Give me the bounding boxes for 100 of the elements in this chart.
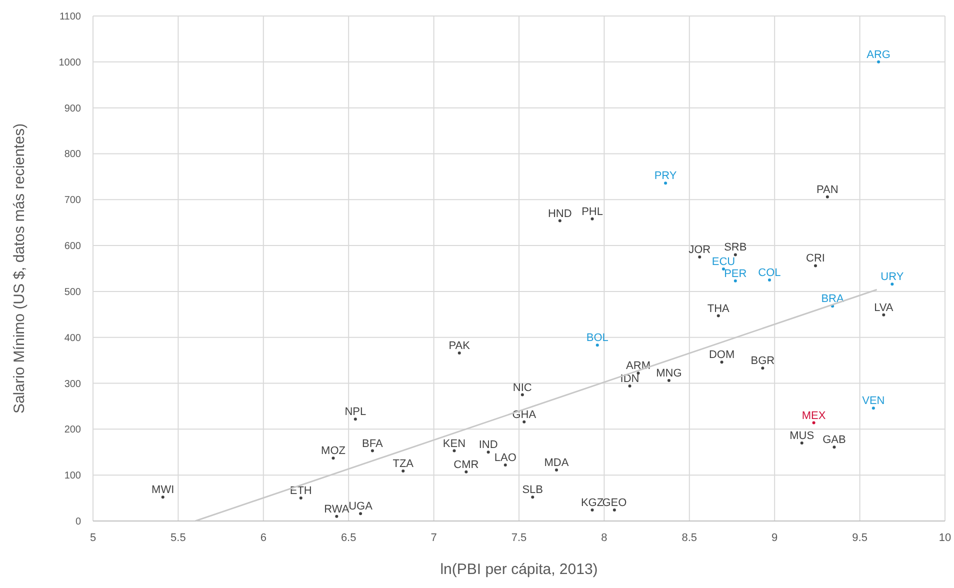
data-label: ARM: [626, 360, 651, 372]
x-tick-label: 8: [601, 532, 608, 544]
data-label: IND: [478, 439, 498, 452]
data-label: BFA: [362, 438, 384, 450]
data-label: VEN: [862, 395, 885, 408]
point: [722, 267, 725, 270]
data-label: MOZ: [321, 445, 346, 458]
y-tick-label: 700: [64, 195, 82, 206]
point: [612, 508, 616, 512]
point: [590, 217, 594, 220]
point: [531, 496, 534, 499]
data-label: DOM: [708, 349, 735, 362]
point: [890, 282, 894, 286]
point: [452, 449, 456, 452]
y-tick-label: 0: [75, 516, 82, 528]
point: [558, 219, 562, 222]
x-axis-title: ln(PBI per cápita, 2013): [440, 561, 598, 578]
y-tick-label: 800: [64, 149, 82, 160]
point: [877, 60, 880, 64]
data-label: BRA: [821, 293, 845, 306]
point: [359, 512, 362, 516]
point: [768, 278, 771, 282]
data-label: HND: [548, 208, 572, 220]
x-tick-label: 5.5: [170, 532, 186, 544]
point: [826, 195, 829, 198]
data-label: KGZ: [580, 496, 604, 509]
y-tick-label: 100: [64, 470, 82, 482]
data-label: ARG: [866, 48, 890, 61]
x-tick-label: 8.5: [682, 532, 698, 544]
x-tick-label: 7.5: [511, 532, 527, 544]
point: [370, 449, 374, 452]
data-label: MUS: [790, 430, 814, 442]
point: [354, 418, 357, 421]
x-tick-label: 6.5: [340, 532, 356, 544]
data-label: MDA: [544, 457, 570, 470]
data-label: SRB: [724, 242, 747, 254]
point: [720, 360, 724, 364]
y-tick-label: 1100: [59, 12, 82, 22]
data-label: PAN: [816, 184, 838, 196]
data-label: CMR: [454, 458, 479, 471]
point: [734, 279, 737, 282]
y-tick-label: 200: [64, 424, 82, 436]
point: [161, 496, 164, 499]
x-tick-label: 6: [260, 532, 266, 544]
x-tick-label: 10: [938, 532, 952, 544]
point: [716, 314, 720, 318]
point: [664, 182, 668, 185]
point: [299, 496, 302, 500]
point: [458, 351, 461, 354]
data-label: CRI: [806, 252, 825, 265]
data-label: GAB: [822, 434, 846, 446]
point: [464, 470, 468, 474]
data-label: RWA: [324, 503, 350, 516]
x-tick-label: 9: [772, 532, 778, 544]
point: [335, 514, 338, 518]
data-label: TZA: [392, 458, 414, 470]
y-tick-label: 1000: [58, 57, 82, 68]
data-label: SLB: [522, 484, 544, 496]
data-label: ECU: [712, 256, 736, 268]
point: [486, 450, 490, 454]
data-label: LVA: [874, 302, 894, 314]
point: [667, 379, 670, 382]
data-label: COL: [758, 266, 781, 279]
point: [812, 421, 816, 424]
x-tick-label: 5: [90, 532, 96, 544]
y-axis-title: Salario Mínimo (US $, datos más recientes): [11, 123, 28, 414]
data-label: PER: [724, 268, 747, 280]
point: [554, 468, 558, 472]
data-label: KEN: [442, 438, 466, 450]
x-tick-label: 7: [430, 532, 437, 544]
data-label: MEX: [802, 410, 826, 422]
y-tick-label: 300: [64, 378, 82, 390]
y-tick-label: 400: [64, 332, 82, 344]
data-label: ETH: [290, 485, 312, 498]
point: [522, 420, 526, 424]
point: [814, 264, 817, 268]
data-label: NPL: [344, 406, 366, 418]
data-label: PRY: [654, 170, 678, 182]
y-tick-label: 600: [64, 241, 82, 252]
point: [520, 393, 524, 396]
data-label: GHA: [512, 408, 537, 421]
data-label: PAK: [448, 340, 471, 352]
data-label: BGR: [750, 355, 775, 368]
point: [590, 508, 594, 512]
point: [402, 469, 405, 472]
data-label: BOL: [586, 332, 608, 344]
point: [628, 384, 632, 388]
data-label: JOR: [688, 244, 711, 256]
point: [800, 441, 804, 444]
point: [698, 256, 702, 259]
y-tick-label: 500: [64, 286, 82, 298]
y-tick-label: 900: [64, 103, 82, 114]
point: [504, 463, 507, 466]
point: [882, 313, 886, 316]
data-label: PHL: [582, 206, 603, 218]
x-tick-label: 9.5: [852, 532, 868, 544]
data-label: MWI: [152, 484, 174, 496]
point: [332, 456, 335, 460]
data-label: MNG: [656, 368, 682, 380]
data-label: UGA: [348, 500, 374, 513]
